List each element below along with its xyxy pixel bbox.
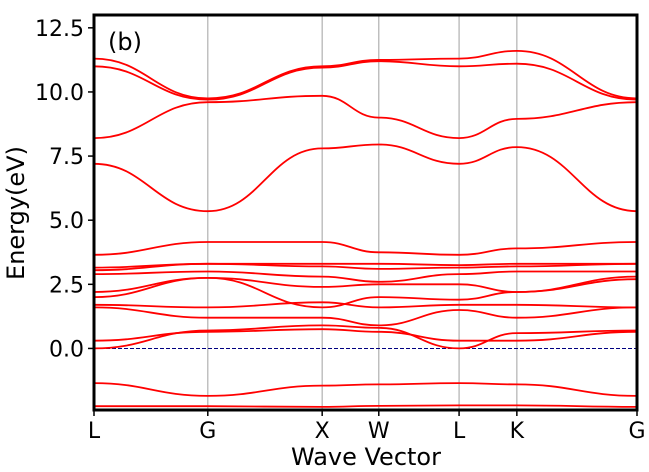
x-tick-label: K (510, 419, 525, 444)
band-lines (93, 49, 638, 408)
x-axis-label: Wave Vector (291, 443, 441, 471)
plot-frame (92, 13, 639, 412)
band-line (93, 306, 638, 327)
band-line (93, 382, 638, 397)
band-line (93, 270, 637, 283)
y-tick-label: 0.0 (49, 337, 84, 362)
panel-label: (b) (108, 28, 142, 56)
band-line (93, 241, 638, 256)
band-line (93, 94, 638, 140)
band-line (93, 143, 638, 213)
y-axis-label: Energy(eV) (2, 146, 30, 280)
band-line (93, 328, 638, 342)
y-tick-label: 5.0 (49, 209, 84, 234)
x-tick-label: X (315, 419, 330, 444)
y-tick-label: 12.5 (35, 17, 84, 42)
band-line (93, 60, 638, 101)
x-tick-label: G (628, 419, 645, 444)
y-tick-label: 2.5 (49, 273, 84, 298)
y-axis: 0.0 2.5 5.0 7.5 10.0 12.5 (35, 17, 94, 362)
x-tick-label: W (368, 419, 390, 444)
band-line (93, 324, 638, 350)
band-line (94, 404, 638, 408)
kpoint-grid (93, 15, 638, 410)
band-line (93, 262, 637, 269)
x-tick-label: L (88, 419, 101, 444)
y-tick-label: 7.5 (49, 145, 84, 170)
x-tick-label: G (199, 419, 216, 444)
y-tick-label: 10.0 (35, 81, 84, 106)
x-tick-label: L (453, 419, 466, 444)
band-line (93, 49, 638, 100)
band-line (93, 275, 638, 293)
band-line (93, 301, 638, 309)
band-line (93, 276, 638, 309)
